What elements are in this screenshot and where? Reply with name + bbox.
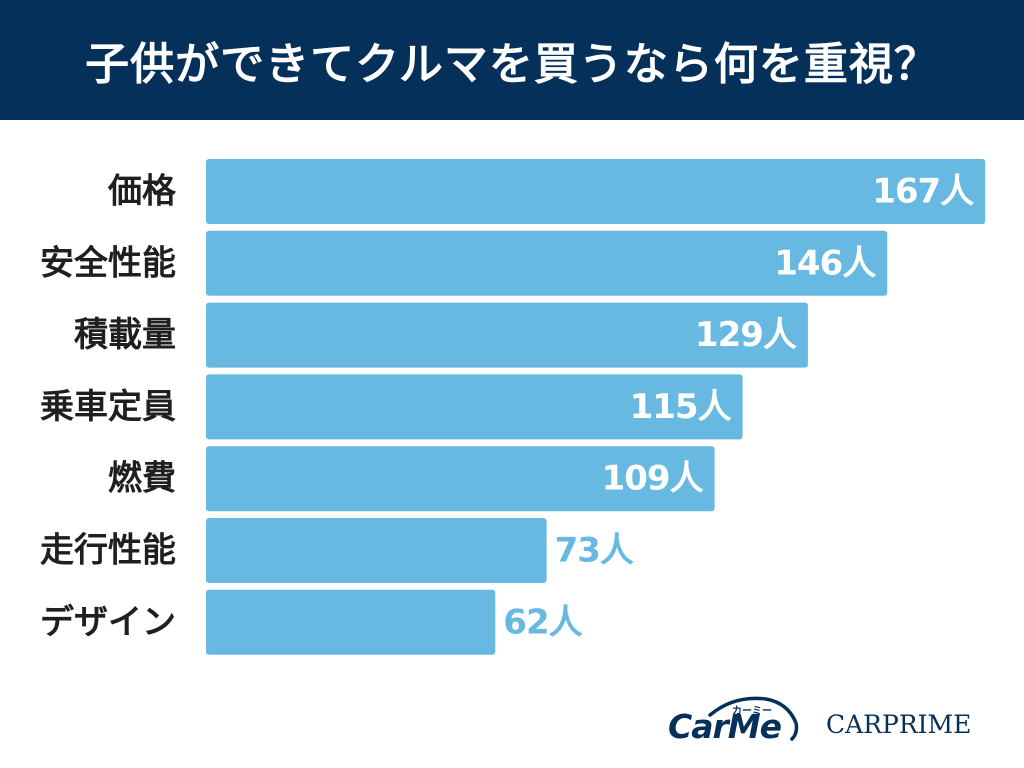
car-silhouette-icon xyxy=(708,696,799,741)
carme-logo: CarMe カーミー xyxy=(664,693,804,753)
bar-5 xyxy=(206,446,715,512)
category-label-6: 走行性能 xyxy=(40,531,176,571)
category-label-5: 燃費 xyxy=(108,459,176,499)
bar-7 xyxy=(206,589,496,655)
value-label-7: 62人 xyxy=(503,602,582,642)
category-label-1: 価格 xyxy=(107,172,177,212)
carme-wordmark: CarMe xyxy=(668,707,782,746)
bar-2 xyxy=(206,230,888,296)
bar-3 xyxy=(206,302,808,368)
category-label-4: 乗車定員 xyxy=(40,387,176,427)
value-label-5: 109人 xyxy=(602,459,704,499)
value-label-6: 73人 xyxy=(555,531,634,571)
category-label-7: デザイン xyxy=(40,602,176,642)
bar-1 xyxy=(206,159,986,224)
bar-4 xyxy=(206,374,743,440)
value-label-4: 115人 xyxy=(630,387,732,427)
category-label-2: 安全性能 xyxy=(40,243,176,283)
chart-title: 子供ができてクルマを買うなら何を重視？ xyxy=(85,39,939,90)
value-label-1: 167人 xyxy=(872,172,974,212)
category-label-3: 積載量 xyxy=(74,315,176,355)
carprime-logo: CARPRIME xyxy=(826,710,972,739)
carme-subtitle: カーミー xyxy=(732,706,772,717)
value-label-2: 146人 xyxy=(774,243,876,283)
bar-6 xyxy=(206,518,547,583)
title-banner: 子供ができてクルマを買うなら何を重視？ xyxy=(0,0,1024,120)
value-label-3: 129人 xyxy=(695,315,797,355)
